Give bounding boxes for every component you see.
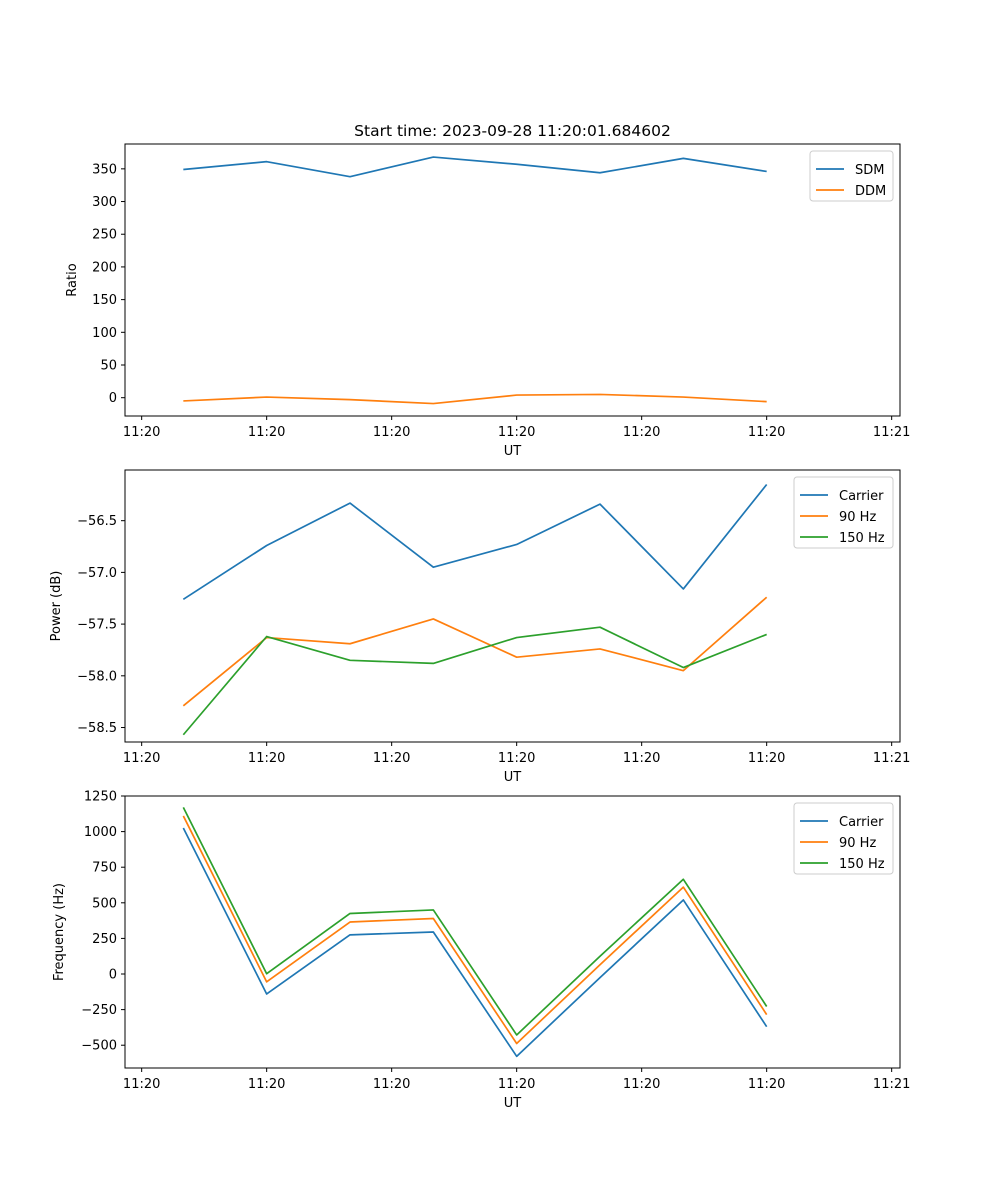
chart-1-legend-label-sdm: SDM xyxy=(855,163,884,178)
chart-3-legend-label-carrier: Carrier xyxy=(839,815,884,830)
chart-3-y-tick-label: 1000 xyxy=(84,825,117,840)
chart-1-x-tick-label: 11:20 xyxy=(123,425,160,440)
chart-3-x-tick-label: 11:20 xyxy=(498,1077,535,1092)
chart-1: 11:20 11:20 11:20 11:20 11:20 11:20 11:21 0 50 10… xyxy=(65,122,910,459)
chart-2-y-tick-label: −58.5 xyxy=(77,721,117,736)
chart-2-legend-label-150-hz: 150 Hz xyxy=(839,531,885,546)
chart-3-y-tick-label: 750 xyxy=(92,861,117,876)
chart-3-y-axis-label: Frequency (Hz) xyxy=(52,883,67,981)
chart-2-legend: Carrier 90 Hz 150 Hz xyxy=(793,476,894,549)
chart-3-series-90-hz-line xyxy=(182,815,768,1045)
chart-2-y-tick-label: −56.5 xyxy=(77,514,117,529)
chart-3-y-tick-label: −250 xyxy=(81,1003,117,1018)
chart-3-legend-label-150-hz: 150 Hz xyxy=(839,857,885,872)
chart-2: 11:20 11:20 11:20 11:20 11:20 11:20 11:21 −58.5… xyxy=(49,469,910,785)
chart-3-x-axis-label: UT xyxy=(504,1096,522,1111)
chart-3-legend-label-90-hz: 90 Hz xyxy=(839,836,876,851)
chart-2-y-tick-label: −57.0 xyxy=(77,566,117,581)
chart-3-legend: Carrier 90 Hz 150 Hz xyxy=(793,802,894,875)
chart-1-y-tick-label: 50 xyxy=(100,359,117,374)
chart-1-y-tick-label: 350 xyxy=(92,162,117,177)
chart-3-plot-frame xyxy=(124,795,901,1069)
chart-3-y-tick-label: 1250 xyxy=(84,790,117,805)
chart-3-x-tick-label: 11:20 xyxy=(123,1077,160,1092)
chart-2-x-tick-label: 11:20 xyxy=(248,751,285,766)
chart-1-y-tick-label: 0 xyxy=(109,391,117,406)
chart-2-series-90-hz-line xyxy=(182,596,768,707)
chart-2-legend-label-90-hz: 90 Hz xyxy=(839,510,876,525)
chart-1-title: Start time: 2023-09-28 11:20:01.684602 xyxy=(354,122,671,140)
chart-1-x-tick-label: 11:20 xyxy=(623,425,660,440)
chart-2-y-axis-label: Power (dB) xyxy=(49,571,64,642)
chart-1-x-tick-label: 11:20 xyxy=(498,425,535,440)
chart-3-y-tick-label: 250 xyxy=(92,932,117,947)
chart-2-legend-label-carrier: Carrier xyxy=(839,489,884,504)
chart-2-plot-frame xyxy=(124,469,901,743)
chart-2-x-tick-label: 11:20 xyxy=(623,751,660,766)
chart-2-y-tick-label: −57.5 xyxy=(77,618,117,633)
chart-2-x-axis-label: UT xyxy=(504,770,522,785)
chart-3: 11:20 11:20 11:20 11:20 11:20 11:20 11:21 −500 −… xyxy=(52,790,910,1112)
chart-1-x-tick-label: 11:20 xyxy=(373,425,410,440)
chart-2-y-tick-label: −58.0 xyxy=(77,669,117,684)
chart-3-x-tick-label: 11:20 xyxy=(748,1077,785,1092)
chart-2-x-tick-label: 11:21 xyxy=(873,751,910,766)
chart-1-legend: SDM DDM xyxy=(809,150,894,202)
chart-2-x-tick-label: 11:20 xyxy=(123,751,160,766)
chart-1-y-tick-label: 300 xyxy=(92,195,117,210)
chart-3-y-tick-label: 0 xyxy=(109,968,117,983)
chart-1-legend-box xyxy=(809,150,894,202)
chart-3-y-tick-label: 500 xyxy=(92,896,117,911)
chart-2-series-carrier-line xyxy=(182,483,768,600)
chart-3-x-tick-label: 11:20 xyxy=(373,1077,410,1092)
chart-1-y-axis-label: Ratio xyxy=(65,263,80,296)
chart-1-y-tick-label: 250 xyxy=(92,228,117,243)
chart-1-x-tick-label: 11:21 xyxy=(873,425,910,440)
chart-2-x-tick-label: 11:20 xyxy=(498,751,535,766)
chart-1-plot-frame xyxy=(124,143,901,417)
chart-3-series-carrier-line xyxy=(182,827,768,1058)
chart-3-x-tick-label: 11:20 xyxy=(623,1077,660,1092)
chart-1-x-axis-label: UT xyxy=(504,444,522,459)
chart-3-series-150-hz-line xyxy=(182,807,768,1036)
chart-1-y-tick-label: 100 xyxy=(92,326,117,341)
chart-3-x-tick-label: 11:21 xyxy=(873,1077,910,1092)
chart-1-series-sdm-line xyxy=(183,156,767,178)
chart-3-y-tick-label: −500 xyxy=(81,1039,117,1054)
chart-1-y-tick-label: 200 xyxy=(92,260,117,275)
chart-2-x-tick-label: 11:20 xyxy=(748,751,785,766)
chart-1-y-tick-label: 150 xyxy=(92,293,117,308)
chart-1-x-tick-label: 11:20 xyxy=(748,425,785,440)
chart-3-x-tick-label: 11:20 xyxy=(248,1077,285,1092)
chart-2-x-tick-label: 11:20 xyxy=(373,751,410,766)
chart-2-series-150-hz-line xyxy=(182,626,767,736)
chart-1-x-tick-label: 11:20 xyxy=(248,425,285,440)
chart-1-legend-label-ddm: DDM xyxy=(855,184,886,199)
chart-1-series-ddm-line xyxy=(183,393,767,405)
